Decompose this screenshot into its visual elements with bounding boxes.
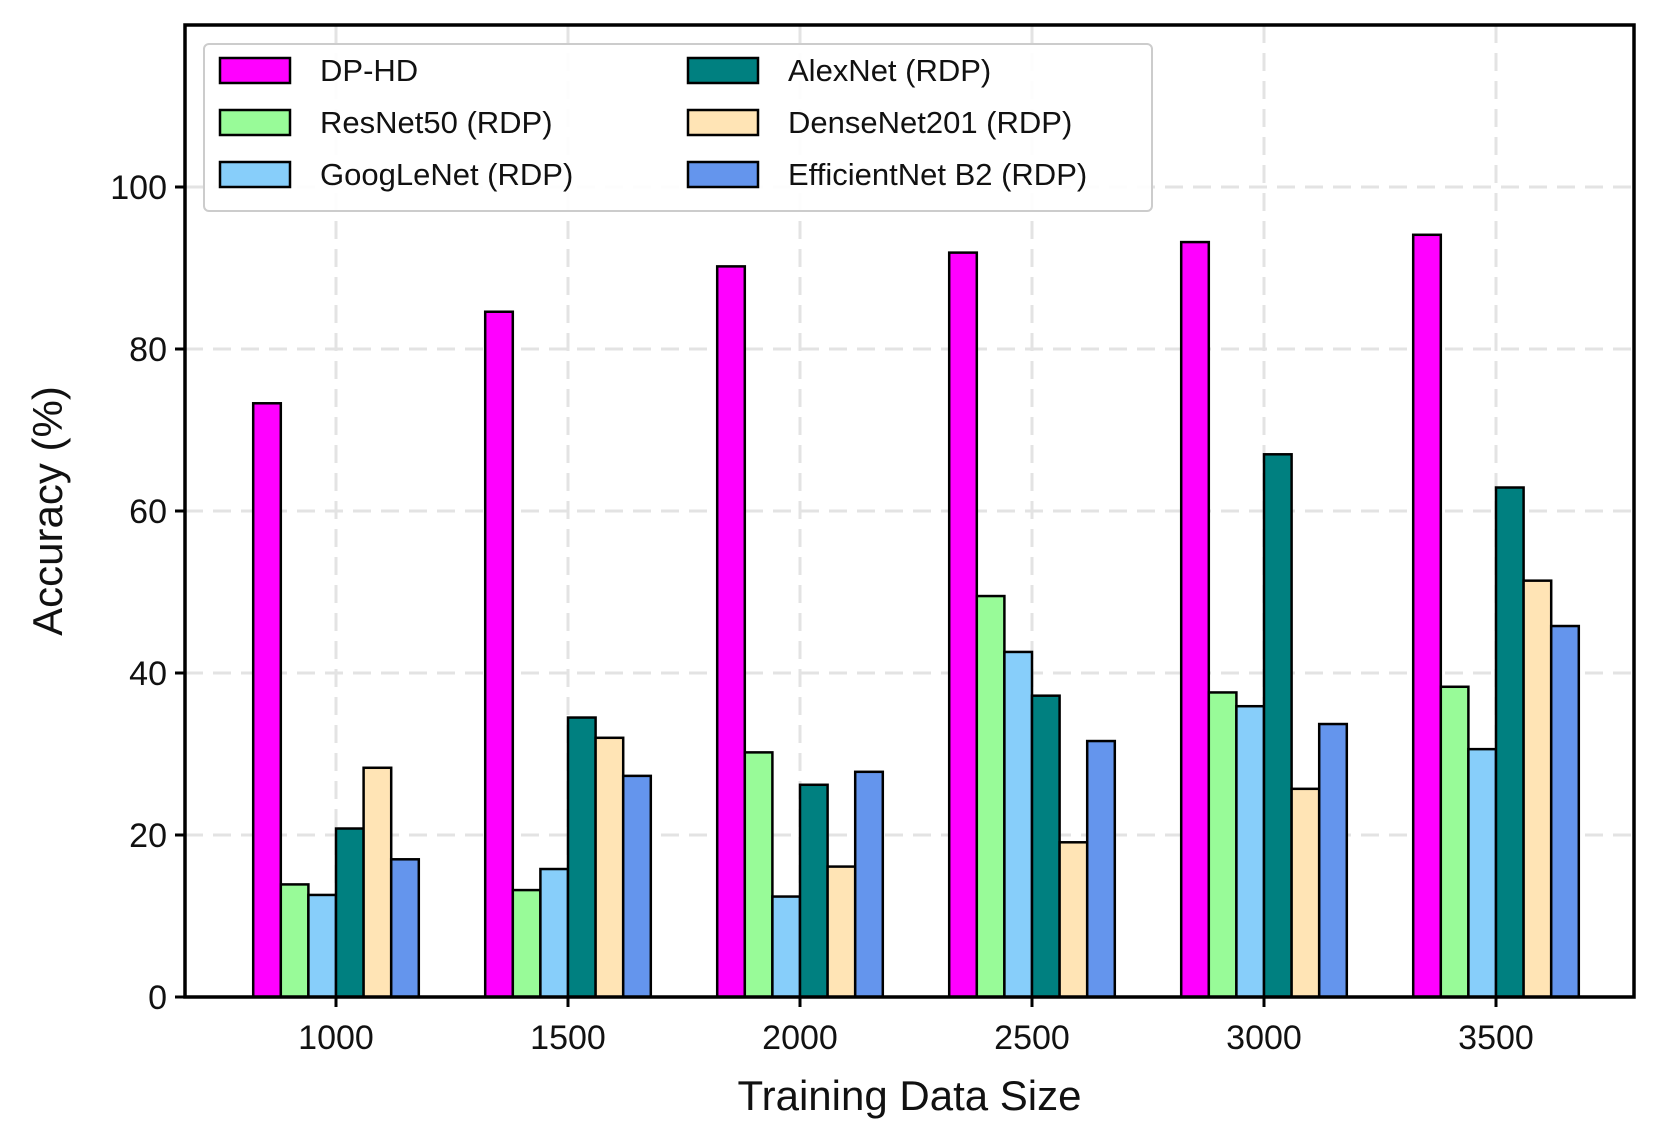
bar	[798, 783, 829, 999]
bar	[1085, 739, 1117, 999]
bar	[1058, 841, 1089, 999]
bar	[1317, 722, 1349, 999]
bar	[1207, 691, 1238, 999]
y-tick-label: 60	[129, 493, 167, 531]
bar	[251, 402, 283, 999]
bar	[1411, 233, 1443, 999]
bar	[1290, 787, 1321, 999]
bar	[1549, 624, 1581, 999]
legend: DP-HD ResNet50 (RDP) GoogLeNet (RDP) AlexNe…	[203, 43, 1153, 212]
x-axis-label: Training Data Size	[738, 1072, 1082, 1119]
bars	[251, 233, 1581, 999]
y-tick-label: 40	[129, 655, 167, 693]
legend-swatch	[686, 56, 760, 85]
bar	[1262, 453, 1293, 999]
bar	[362, 766, 393, 999]
bar	[1003, 650, 1034, 999]
legend-label: DP-HD	[320, 53, 418, 88]
bar	[279, 883, 310, 999]
bar	[947, 251, 979, 999]
bar	[826, 865, 857, 999]
x-tick-label: 2500	[994, 1019, 1070, 1057]
x-tick-label: 3500	[1458, 1019, 1534, 1057]
legend-swatch	[686, 160, 760, 189]
bar	[566, 716, 597, 999]
bar	[1494, 486, 1525, 999]
legend-label: GoogLeNet (RDP)	[320, 157, 573, 192]
y-axis-label: Accuracy (%)	[24, 386, 71, 636]
bar	[389, 858, 421, 999]
bar	[1235, 704, 1266, 999]
legend-swatch	[686, 108, 760, 137]
bar	[621, 774, 653, 999]
bar	[853, 770, 885, 999]
bar	[1179, 240, 1211, 999]
legend-frame	[203, 43, 1153, 212]
y-axis-ticks: 0 20 40 60 80 100	[110, 169, 185, 1017]
bar	[1439, 685, 1470, 999]
x-tick-label: 1000	[298, 1019, 374, 1057]
legend-swatch	[218, 108, 292, 137]
bar	[1522, 579, 1553, 999]
legend-label: EfficientNet B2 (RDP)	[788, 157, 1087, 192]
y-tick-label: 0	[148, 979, 167, 1017]
x-tick-label: 2000	[762, 1019, 838, 1057]
bar	[511, 888, 542, 999]
bar	[307, 893, 338, 999]
bar	[594, 736, 625, 999]
legend-label: ResNet50 (RDP)	[320, 105, 553, 140]
bar	[715, 265, 747, 999]
bar	[743, 751, 774, 999]
y-tick-label: 80	[129, 331, 167, 369]
legend-label: DenseNet201 (RDP)	[788, 105, 1072, 140]
bar	[539, 867, 570, 999]
bar	[1467, 747, 1498, 999]
x-tick-label: 1500	[530, 1019, 606, 1057]
bar	[1030, 694, 1061, 999]
y-tick-label: 20	[129, 817, 167, 855]
legend-swatch	[218, 56, 292, 85]
y-tick-label: 100	[110, 169, 167, 207]
legend-swatch	[218, 160, 292, 189]
bar	[483, 310, 515, 999]
bar	[975, 594, 1006, 999]
x-tick-label: 3000	[1226, 1019, 1302, 1057]
legend-label: AlexNet (RDP)	[788, 53, 991, 88]
bar	[334, 827, 365, 999]
x-axis-ticks: 1000 1500 2000 2500 3000 3500	[298, 997, 1534, 1057]
bar	[771, 895, 802, 999]
